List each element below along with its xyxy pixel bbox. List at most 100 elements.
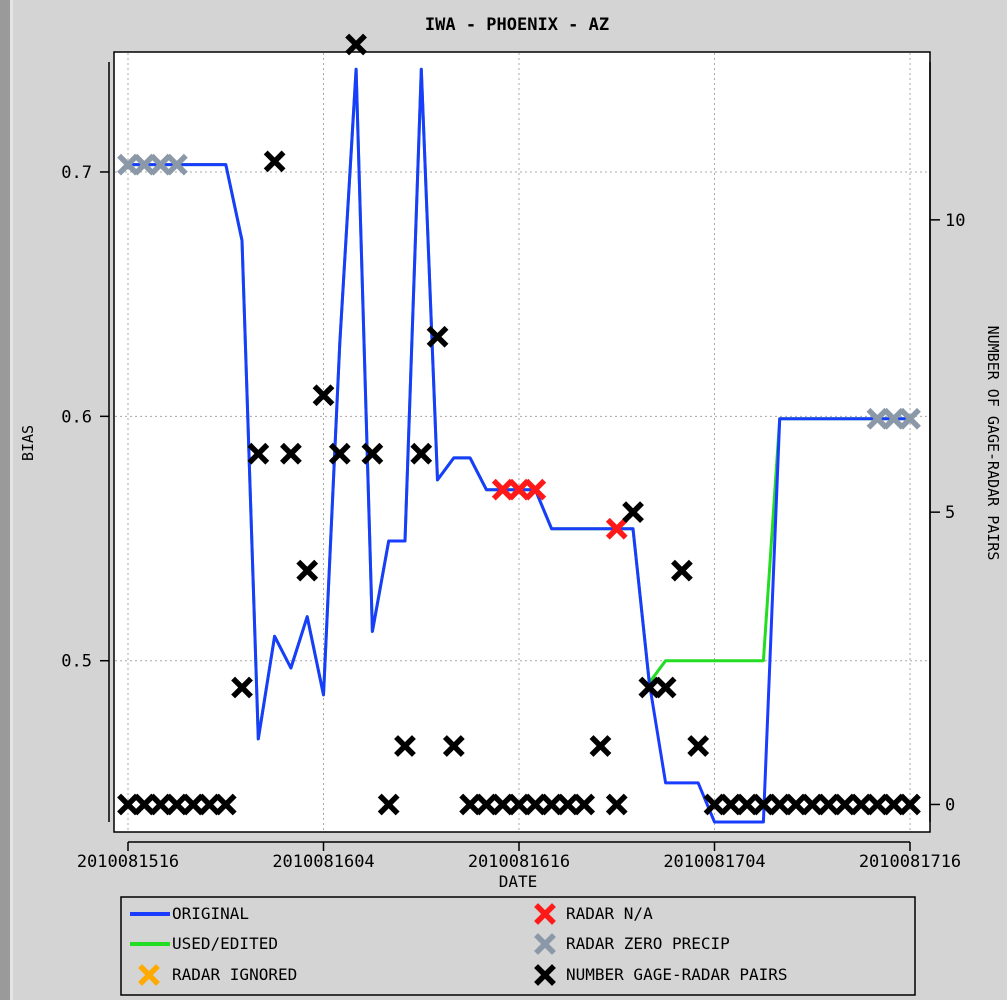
marker-number-gage-radar-pairs-43 (817, 793, 840, 816)
marker-number-gage-radar-pairs-48 (899, 793, 921, 816)
marker-number-gage-radar-pairs-2 (149, 793, 172, 816)
marker-radar-n-a-0 (491, 478, 514, 501)
x-tick-label-4: 2010081716 (859, 852, 961, 872)
chart-title: IWA - PHOENIX - AZ (425, 15, 609, 35)
legend-label-used-edited: USED/EDITED (172, 934, 278, 953)
marker-number-gage-radar-pairs-21 (459, 793, 482, 816)
legend: ORIGINAL USED/EDITED RADAR IGNORED RADAR… (120, 896, 916, 996)
marker-number-gage-radar-pairs-28 (573, 793, 596, 816)
marker-number-gage-radar-pairs-31 (622, 501, 644, 524)
marker-radar-zero-precip-5 (882, 407, 905, 430)
marker-radar-n-a-1 (508, 478, 530, 501)
y-axis-label: BIAS (19, 425, 37, 461)
legend-label-original: ORIGINAL (172, 904, 249, 923)
legend-marker-radar-ignored (138, 964, 160, 986)
marker-number-gage-radar-pairs-14 (345, 33, 367, 56)
y-axis-ticks: 0.5 0.6 0.7 (61, 163, 109, 672)
legend-box (120, 896, 916, 996)
marker-number-gage-radar-pairs-42 (801, 793, 824, 816)
marker-number-gage-radar-pairs-10 (280, 442, 302, 465)
marker-radar-n-a-3 (605, 517, 628, 540)
x-tick-label-2: 2010081616 (468, 852, 570, 872)
marker-radar-zero-precip-3 (165, 153, 188, 176)
marker-number-gage-radar-pairs-36 (703, 793, 726, 816)
marker-number-gage-radar-pairs-41 (785, 793, 807, 816)
marker-number-gage-radar-pairs-23 (491, 793, 514, 816)
x-axis-ticks: 2010081516 2010081604 2010081616 2010081704… (77, 842, 961, 872)
legend-label-radar-ignored: RADAR IGNORED (172, 965, 297, 984)
y-tick-label-2: 0.7 (61, 163, 92, 183)
marker-radar-n-a-2 (524, 478, 547, 501)
legend-x-radar-na (534, 903, 556, 925)
marker-number-gage-radar-pairs-38 (736, 793, 758, 816)
marker-number-gage-radar-pairs-18 (410, 442, 433, 465)
marker-number-gage-radar-pairs-3 (165, 793, 188, 816)
marker-number-gage-radar-pairs-34 (671, 559, 693, 582)
marker-number-gage-radar-pairs-46 (866, 793, 889, 816)
legend-marker-gage-radar-pairs (534, 964, 556, 986)
marker-number-gage-radar-pairs-9 (263, 150, 286, 173)
gridlines (115, 53, 929, 831)
marker-number-gage-radar-pairs-17 (394, 735, 416, 757)
legend-marker-radar-zero-precip (534, 933, 556, 955)
marker-number-gage-radar-pairs-37 (719, 793, 742, 816)
marker-number-gage-radar-pairs-27 (556, 793, 579, 816)
marker-number-gage-radar-pairs-20 (442, 735, 465, 757)
marker-number-gage-radar-pairs-7 (231, 676, 253, 699)
legend-label-radar-na: RADAR N/A (566, 904, 653, 923)
legend-x-radar-ignored (138, 964, 160, 986)
y2-tick-label-2: 10 (945, 211, 965, 231)
marker-number-gage-radar-pairs-15 (361, 442, 384, 465)
marker-number-gage-radar-pairs-4 (182, 793, 205, 816)
marker-number-gage-radar-pairs-32 (638, 676, 661, 699)
marker-number-gage-radar-pairs-29 (589, 735, 612, 757)
marker-radar-zero-precip-1 (133, 153, 156, 176)
marker-number-gage-radar-pairs-33 (654, 676, 677, 699)
y2-tick-label-1: 5 (945, 503, 955, 523)
x-tick-label-1: 2010081604 (272, 852, 374, 872)
marker-number-gage-radar-pairs-19 (426, 325, 449, 348)
marker-number-gage-radar-pairs-35 (687, 735, 710, 757)
marker-number-gage-radar-pairs-40 (768, 793, 791, 816)
marker-number-gage-radar-pairs-26 (540, 793, 563, 816)
window-border-left (0, 0, 10, 1000)
marker-number-gage-radar-pairs-13 (328, 442, 351, 465)
marker-radar-zero-precip-2 (149, 153, 172, 176)
marker-radar-zero-precip-4 (866, 407, 889, 430)
marker-number-gage-radar-pairs-0 (117, 793, 139, 816)
marker-number-gage-radar-pairs-44 (833, 793, 856, 816)
marker-radar-zero-precip-0 (117, 153, 139, 176)
marker-number-gage-radar-pairs-47 (882, 793, 905, 816)
plot-area (113, 51, 931, 833)
y-tick-label-1: 0.6 (61, 407, 92, 427)
marker-number-gage-radar-pairs-11 (296, 559, 319, 582)
x-tick-label-0: 2010081516 (77, 852, 179, 872)
x-tick-label-3: 2010081704 (663, 852, 765, 872)
marker-number-gage-radar-pairs-8 (247, 442, 270, 465)
marker-number-gage-radar-pairs-16 (377, 793, 400, 816)
markers (117, 33, 921, 816)
marker-number-gage-radar-pairs-22 (475, 793, 498, 816)
legend-marker-radar-na (534, 903, 556, 925)
marker-radar-zero-precip-6 (899, 407, 921, 430)
legend-x-radar-zero-precip (534, 933, 556, 955)
x-axis-label: DATE (499, 872, 538, 891)
marker-number-gage-radar-pairs-24 (508, 793, 530, 816)
marker-number-gage-radar-pairs-12 (312, 384, 335, 407)
y-tick-label-0: 0.5 (61, 652, 92, 672)
legend-label-gage-radar-pairs: NUMBER GAGE-RADAR PAIRS (566, 965, 788, 984)
window-border-left-inner (10, 0, 13, 1000)
marker-number-gage-radar-pairs-1 (133, 793, 156, 816)
marker-number-gage-radar-pairs-39 (752, 793, 775, 816)
legend-label-radar-zero-precip: RADAR ZERO PRECIP (566, 934, 730, 953)
marker-number-gage-radar-pairs-45 (850, 793, 873, 816)
marker-number-gage-radar-pairs-6 (214, 793, 237, 816)
marker-number-gage-radar-pairs-30 (605, 793, 628, 816)
legend-x-gage-radar-pairs (534, 964, 556, 986)
y2-axis-label: NUMBER OF GAGE-RADAR PAIRS (984, 326, 1002, 561)
y2-axis-ticks: 0 5 10 (930, 211, 965, 815)
marker-number-gage-radar-pairs-25 (524, 793, 547, 816)
y2-tick-label-0: 0 (945, 795, 955, 815)
marker-number-gage-radar-pairs-5 (198, 793, 221, 816)
